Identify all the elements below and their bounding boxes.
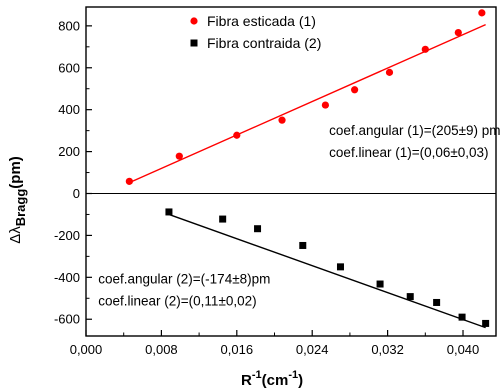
data-point-series-1	[278, 116, 286, 124]
annotation-intercept-2: coef.linear (2)=(0,11±0,02)	[98, 294, 256, 309]
x-tick-label: 0,000	[70, 342, 103, 357]
legend-label-fibra-esticada: Fibra esticada (1)	[207, 13, 316, 29]
x-tick-label: 0,016	[221, 342, 254, 357]
annotation-slope-1: coef.angular (1)=(205±9) pm	[329, 123, 500, 138]
x-title-unit: (cm	[262, 372, 289, 389]
x-title-sup: -1	[252, 369, 262, 381]
legend-item-fibra-contraida: Fibra contraida (2)	[190, 35, 321, 51]
data-point-series-1	[385, 68, 394, 76]
legend-marker-square	[190, 39, 198, 47]
y-tick-label: 0	[73, 186, 80, 201]
y-tick-label: 400	[58, 102, 80, 117]
y-title-prefix: Δλ	[7, 226, 24, 244]
data-point-series-2	[336, 263, 344, 271]
data-point-series-1	[478, 9, 486, 17]
x-title-unit-close: )	[298, 372, 303, 389]
legend-marker-circle	[190, 17, 198, 25]
axes	[85, 6, 497, 337]
svg-text:R-1(cm-1): R-1(cm-1)	[241, 369, 303, 389]
legend-label-fibra-contraida: Fibra contraida (2)	[207, 35, 321, 51]
data-point-series-2	[376, 280, 384, 288]
x-title-unit-sup: -1	[288, 369, 298, 381]
y-tick-label: -200	[54, 228, 80, 243]
x-title-base: R	[241, 372, 252, 389]
data-point-series-1	[175, 152, 183, 160]
svg-text:ΔλBragg(pm): ΔλBragg(pm)	[7, 156, 28, 244]
data-point-series-1	[421, 45, 429, 53]
x-axis-title: R-1(cm-1)	[241, 369, 303, 389]
legend-item-fibra-esticada: Fibra esticada (1)	[190, 13, 316, 29]
y-title-sub: Bragg	[13, 189, 28, 227]
y-title-unit: (pm)	[7, 156, 24, 189]
data-point-series-2	[406, 293, 414, 301]
data-point-series-2	[458, 313, 466, 321]
y-tick-label: -600	[54, 312, 80, 327]
x-tick-label: 0,008	[145, 342, 178, 357]
y-tick-label: 800	[58, 18, 80, 33]
y-tick-label: -400	[54, 270, 80, 285]
x-tick-label: 0,032	[371, 342, 404, 357]
data-point-series-2	[299, 241, 307, 249]
data-point-series-1	[233, 131, 241, 139]
y-tick-label: 200	[58, 144, 80, 159]
annotations: coef.angular (1)=(205±9) pm coef.linear …	[98, 123, 500, 309]
data-point-series-1	[351, 86, 359, 94]
data-points	[125, 9, 490, 327]
legend: Fibra esticada (1) Fibra contraida (2)	[190, 13, 321, 51]
data-point-series-2	[433, 298, 441, 306]
ticks: -600 -400 -200 0 200 400 600 800 0,000 0,008 0,016…	[54, 18, 479, 357]
data-point-series-2	[254, 225, 262, 233]
data-point-series-1	[125, 177, 133, 185]
x-tick-label: 0,040	[447, 342, 480, 357]
plot-frame	[85, 6, 497, 337]
fit-line-2	[168, 213, 486, 329]
data-point-series-1	[321, 101, 330, 109]
data-point-series-2	[165, 208, 173, 216]
data-point-series-2	[219, 215, 227, 223]
x-tick-label: 0,024	[296, 342, 329, 357]
data-point-series-1	[454, 28, 462, 37]
annotation-intercept-1: coef.linear (1)=(0,06±0,03)	[329, 145, 488, 160]
y-tick-label: 600	[58, 60, 80, 75]
data-point-series-2	[482, 319, 490, 327]
y-axis-title: ΔλBragg(pm)	[7, 156, 28, 244]
annotation-slope-2: coef.angular (2)=(-174±8)pm	[98, 272, 270, 287]
